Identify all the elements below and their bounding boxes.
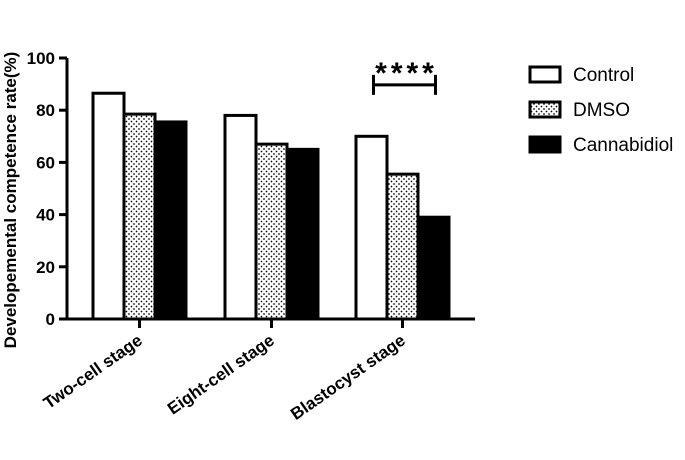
- bar-cannabidiol-1: [153, 120, 188, 321]
- bar-cannabidiol-3: [416, 215, 451, 321]
- bar-dmso-1: [122, 112, 157, 321]
- legend-label-cannabidiol: Cannabidiol: [573, 135, 673, 156]
- y-tick-label: 40: [36, 206, 55, 225]
- legend: Control DMSO Cannabidiol: [528, 65, 673, 156]
- y-tick-label: 60: [36, 153, 55, 172]
- legend-label-dmso: DMSO: [573, 100, 630, 121]
- bar-cannabidiol-2: [285, 147, 320, 321]
- y-axis-label: Developemental competence rate(%): [1, 52, 20, 349]
- bars: [91, 91, 451, 321]
- significance-stars: ****: [375, 57, 438, 90]
- legend-swatch-cannabidiol: [528, 135, 562, 154]
- y-tick-label: 0: [46, 310, 55, 329]
- x-tick-labels: Two-cell stage Eight-cell stage Blastocyst…: [40, 331, 409, 424]
- bar-dmso-3: [385, 172, 420, 321]
- y-tick-label: 80: [36, 101, 55, 120]
- bar-control-3: [354, 134, 389, 321]
- significance-annotation: ****: [372, 57, 438, 95]
- x-tick-label: Eight-cell stage: [164, 331, 278, 419]
- legend-swatch-control: [528, 65, 562, 84]
- bar-dmso-2: [254, 142, 289, 321]
- y-tick-label: 100: [27, 49, 55, 68]
- legend-label-control: Control: [573, 65, 634, 86]
- legend-swatch-dmso: [528, 100, 562, 119]
- bar-control-1: [91, 91, 126, 321]
- y-tick-label: 20: [36, 258, 55, 277]
- bar-control-2: [223, 113, 258, 321]
- x-tick-label: Two-cell stage: [40, 331, 146, 413]
- x-tick-label: Blastocyst stage: [287, 331, 409, 424]
